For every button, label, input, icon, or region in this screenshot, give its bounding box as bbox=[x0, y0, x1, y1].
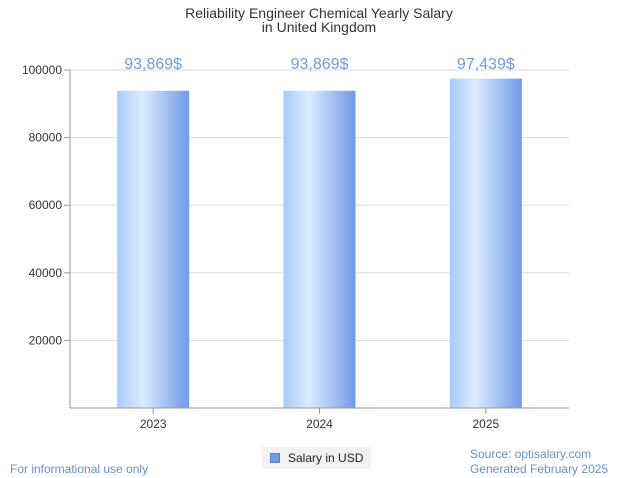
labels: 93,869$ 93,869$ 97,439$ bbox=[124, 56, 515, 73]
data-label: 93,869$ bbox=[124, 56, 182, 73]
x-tick-label: 2025 bbox=[472, 417, 499, 431]
bar bbox=[117, 90, 190, 408]
chart-subtitle: in United Kingdom bbox=[262, 19, 376, 35]
x-tick-label: 2024 bbox=[306, 417, 333, 431]
bar bbox=[283, 90, 356, 408]
data-label: 97,439$ bbox=[457, 56, 515, 73]
y-tick-label: 80000 bbox=[29, 131, 63, 145]
data-label: 93,869$ bbox=[291, 56, 349, 73]
legend-swatch bbox=[270, 453, 280, 463]
source-info: Source: optisalary.com Generated Februar… bbox=[470, 447, 608, 477]
bars bbox=[117, 78, 522, 408]
chart-title: Reliability Engineer Chemical Yearly Sal… bbox=[185, 5, 453, 21]
disclaimer-text: For informational use only bbox=[10, 462, 149, 476]
y-tick-label: 100000 bbox=[22, 63, 62, 77]
source-text[interactable]: Source: optisalary.com bbox=[470, 447, 592, 461]
y-tick-label: 60000 bbox=[29, 198, 63, 212]
x-tick-label: 2023 bbox=[140, 417, 167, 431]
legend-label: Salary in USD bbox=[288, 451, 364, 465]
y-tick-label: 40000 bbox=[29, 266, 63, 280]
bar bbox=[449, 78, 522, 408]
legend[interactable]: Salary in USD bbox=[262, 447, 372, 469]
generated-date: Generated February 2025 bbox=[470, 462, 609, 476]
axes: 20000 40000 60000 80000 100000 2023 2024 2025 bbox=[22, 63, 569, 431]
y-tick-label: 20000 bbox=[29, 333, 63, 347]
